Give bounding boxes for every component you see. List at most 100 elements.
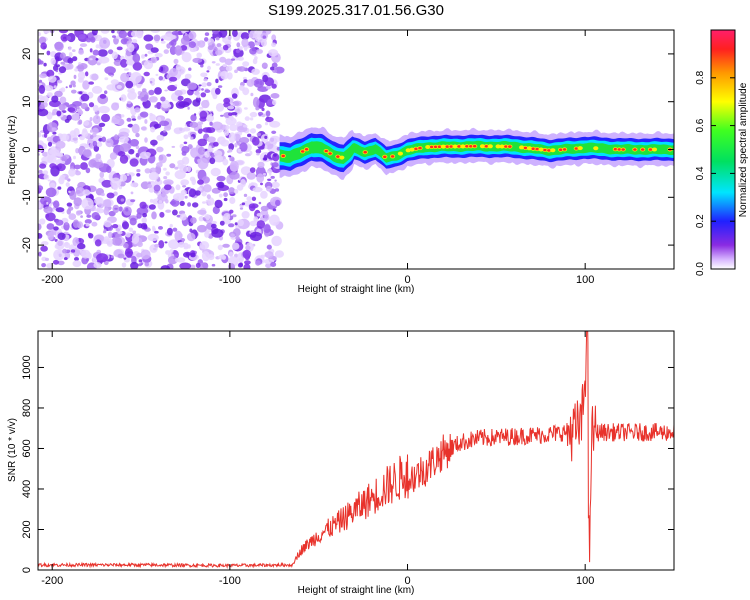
- noise-blob: [59, 52, 66, 59]
- noise-blob: [95, 58, 99, 61]
- noise-blob: [236, 42, 241, 48]
- noise-blob: [169, 249, 174, 254]
- noise-blob: [156, 146, 164, 153]
- noise-blob: [144, 152, 151, 157]
- noise-blob: [242, 249, 252, 259]
- noise-blob: [246, 79, 255, 87]
- noise-blob: [183, 141, 188, 145]
- noise-blob: [181, 156, 190, 165]
- bottom-y-axis: 0 200 400 600 800 1000: [21, 355, 674, 573]
- ridge-core: [484, 145, 489, 148]
- noise-blob: [263, 154, 268, 161]
- y-tick-label: 1000: [21, 355, 33, 379]
- noise-blob: [181, 145, 190, 154]
- y-tick-label: 0: [21, 146, 33, 152]
- noise-blob: [200, 72, 208, 78]
- noise-blob: [112, 35, 116, 38]
- ridge-core: [390, 155, 395, 158]
- noise-blob: [107, 49, 114, 55]
- noise-blob: [105, 138, 114, 148]
- noise-blob: [229, 197, 236, 204]
- noise-blob: [255, 80, 260, 85]
- noise-blob: [67, 57, 74, 64]
- noise-blob: [255, 49, 263, 54]
- noise-blob: [246, 172, 256, 180]
- noise-blob: [80, 102, 88, 110]
- noise-blob: [196, 224, 207, 233]
- noise-blob: [168, 239, 180, 250]
- noise-blob: [84, 144, 90, 149]
- noise-blob: [39, 218, 46, 225]
- noise-blob: [267, 178, 272, 181]
- noise-blob: [53, 85, 57, 89]
- noise-blob: [110, 255, 114, 259]
- noise-blob: [236, 121, 243, 127]
- noise-blob: [95, 44, 100, 49]
- noise-blob: [247, 133, 252, 138]
- ridge-core: [531, 147, 536, 150]
- noise-blob: [196, 52, 202, 58]
- noise-blob: [128, 227, 134, 232]
- noise-blob: [232, 100, 242, 107]
- noise-blob: [243, 263, 251, 269]
- noise-blob: [56, 79, 63, 84]
- colorbar-tick-label: 0.0: [695, 262, 706, 276]
- noise-blob: [58, 103, 66, 111]
- noise-blob: [186, 232, 196, 242]
- noise-blob: [96, 141, 103, 148]
- noise-blob: [134, 107, 141, 113]
- noise-blob: [79, 91, 83, 95]
- noise-blob: [190, 136, 194, 140]
- noise-blob: [263, 172, 266, 176]
- noise-blob: [201, 88, 204, 91]
- noise-blob: [255, 149, 262, 154]
- noise-blob: [231, 93, 238, 99]
- noise-blob: [45, 212, 56, 222]
- noise-blob: [218, 193, 223, 198]
- noise-blob: [113, 59, 122, 66]
- noise-blob: [80, 162, 88, 170]
- noise-blob: [38, 32, 41, 37]
- noise-blob: [169, 163, 176, 169]
- noise-blob: [224, 58, 233, 66]
- noise-blob: [89, 48, 93, 53]
- noise-blob: [179, 200, 185, 206]
- ridge-core: [449, 145, 454, 148]
- noise-blob: [263, 224, 271, 234]
- noise-blob: [143, 60, 154, 70]
- noise-blob: [138, 259, 143, 263]
- noise-blob: [235, 236, 240, 241]
- noise-blob: [54, 41, 64, 52]
- ridge-core: [508, 145, 512, 148]
- noise-blob: [159, 120, 170, 127]
- noise-blob: [106, 192, 115, 199]
- noise-blob: [73, 155, 76, 160]
- noise-blob: [144, 137, 148, 143]
- noise-blob: [207, 147, 214, 153]
- noise-blob: [79, 43, 88, 47]
- noise-blob: [48, 75, 57, 83]
- noise-blob: [223, 97, 231, 104]
- noise-blob: [49, 100, 61, 108]
- noise-blob: [266, 244, 272, 250]
- ridge-core: [405, 148, 411, 153]
- x-tick-label: -100: [219, 575, 241, 587]
- noise-blob: [206, 129, 212, 133]
- noise-blob: [100, 30, 110, 34]
- noise-blob: [101, 113, 110, 123]
- ridge-core: [479, 144, 486, 149]
- noise-blob: [249, 231, 263, 242]
- noise-blob: [219, 30, 228, 38]
- noise-blob: [99, 171, 105, 178]
- noise-blob: [256, 152, 260, 156]
- noise-blob: [46, 223, 55, 230]
- noise-blob: [140, 181, 150, 190]
- noise-blob: [209, 157, 216, 165]
- noise-blob: [265, 116, 274, 123]
- noise-blob: [256, 173, 265, 183]
- y-tick-label: -10: [21, 189, 33, 205]
- noise-blob: [73, 74, 77, 79]
- noise-blob: [210, 113, 213, 117]
- noise-blob: [74, 257, 79, 261]
- noise-blob: [103, 220, 112, 228]
